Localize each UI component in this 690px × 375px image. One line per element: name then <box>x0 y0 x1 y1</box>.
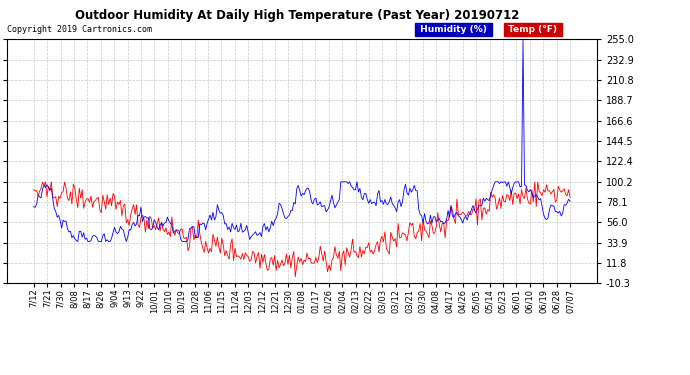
Text: Copyright 2019 Cartronics.com: Copyright 2019 Cartronics.com <box>7 26 152 34</box>
Text: Humidity (%): Humidity (%) <box>417 25 490 34</box>
Text: Outdoor Humidity At Daily High Temperature (Past Year) 20190712: Outdoor Humidity At Daily High Temperatu… <box>75 9 519 22</box>
Text: Temp (°F): Temp (°F) <box>505 25 560 34</box>
